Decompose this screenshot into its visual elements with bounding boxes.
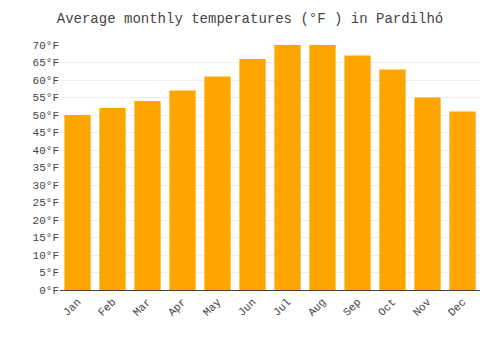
svg-text:5°F: 5°F xyxy=(39,267,59,279)
svg-text:55°F: 55°F xyxy=(33,92,59,104)
svg-text:45°F: 45°F xyxy=(33,127,59,139)
svg-text:30°F: 30°F xyxy=(33,180,59,192)
svg-text:20°F: 20°F xyxy=(33,215,59,227)
svg-text:Oct: Oct xyxy=(376,296,398,318)
svg-text:25°F: 25°F xyxy=(33,197,59,209)
svg-text:35°F: 35°F xyxy=(33,162,59,174)
svg-text:Sep: Sep xyxy=(341,296,363,318)
svg-text:Jul: Jul xyxy=(271,296,293,318)
svg-text:Average monthly temperatures (: Average monthly temperatures (°F ) in Pa… xyxy=(57,11,443,27)
svg-text:Feb: Feb xyxy=(96,296,118,318)
svg-text:65°F: 65°F xyxy=(33,57,59,69)
svg-text:60°F: 60°F xyxy=(33,75,59,87)
svg-text:70°F: 70°F xyxy=(33,40,59,52)
svg-text:10°F: 10°F xyxy=(33,250,59,262)
svg-text:50°F: 50°F xyxy=(33,110,59,122)
svg-text:Jan: Jan xyxy=(61,296,83,318)
svg-text:Mar: Mar xyxy=(131,296,153,318)
svg-text:Jun: Jun xyxy=(236,296,258,318)
svg-text:Dec: Dec xyxy=(446,296,468,318)
svg-text:40°F: 40°F xyxy=(33,145,59,157)
svg-text:Aug: Aug xyxy=(306,296,328,318)
svg-text:Apr: Apr xyxy=(166,296,188,318)
svg-text:0°F: 0°F xyxy=(39,285,59,297)
svg-text:May: May xyxy=(201,296,224,319)
svg-text:Nov: Nov xyxy=(411,296,434,319)
svg-text:15°F: 15°F xyxy=(33,232,59,244)
